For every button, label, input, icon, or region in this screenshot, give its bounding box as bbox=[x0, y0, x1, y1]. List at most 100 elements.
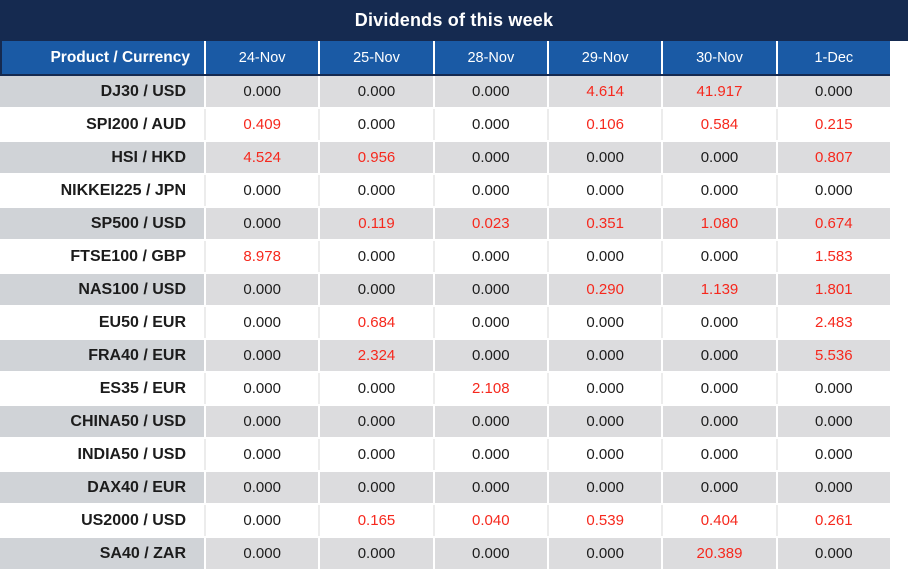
dividend-value-cell: 0.000 bbox=[320, 109, 433, 140]
table-row: DJ30 / USD 0.000 0.000 0.000 4.614 41.917 0.00… bbox=[0, 76, 890, 107]
dividend-value-cell: 0.000 bbox=[320, 175, 433, 206]
dividend-value-cell: 0.000 bbox=[777, 373, 890, 404]
dividend-value-cell: 0.000 bbox=[663, 175, 776, 206]
dividend-value-cell: 0.040 bbox=[434, 505, 547, 536]
dividend-value-cell: 0.000 bbox=[434, 274, 547, 305]
dividend-value-cell: 0.000 bbox=[549, 373, 662, 404]
product-cell: SPI200 / AUD bbox=[0, 109, 204, 140]
table-row: EU50 / EUR 0.000 0.684 0.000 0.000 0.000 2.483 bbox=[0, 307, 890, 338]
dividend-value-cell: 2.483 bbox=[777, 307, 890, 338]
dividend-value-cell: 0.000 bbox=[549, 142, 662, 173]
dividend-value-cell: 0.674 bbox=[777, 208, 890, 239]
dividend-value-cell: 0.000 bbox=[320, 373, 433, 404]
product-cell: CHINA50 / USD bbox=[0, 406, 204, 437]
dividend-value-cell: 0.000 bbox=[206, 538, 319, 569]
dividend-value-cell: 0.000 bbox=[434, 76, 547, 107]
dividend-value-cell: 0.000 bbox=[777, 76, 890, 107]
table-row: INDIA50 / USD 0.000 0.000 0.000 0.000 0.000 0.… bbox=[0, 439, 890, 470]
dividend-value-cell: 0.165 bbox=[320, 505, 433, 536]
dividend-value-cell: 0.807 bbox=[777, 142, 890, 173]
dividend-value-cell: 0.000 bbox=[549, 406, 662, 437]
dividend-value-cell: 0.000 bbox=[434, 175, 547, 206]
dividend-value-cell: 0.000 bbox=[663, 373, 776, 404]
dividend-value-cell: 0.000 bbox=[549, 538, 662, 569]
dividend-value-cell: 0.000 bbox=[206, 208, 319, 239]
dividend-value-cell: 8.978 bbox=[206, 241, 319, 272]
table-row: NIKKEI225 / JPN 0.000 0.000 0.000 0.000 0.000… bbox=[0, 175, 890, 206]
dividend-value-cell: 0.684 bbox=[320, 307, 433, 338]
dividend-value-cell: 0.000 bbox=[434, 472, 547, 503]
title-bar: Dividends of this week bbox=[0, 0, 908, 41]
dividend-value-cell: 0.000 bbox=[434, 142, 547, 173]
dividend-value-cell: 0.000 bbox=[549, 340, 662, 371]
dividend-value-cell: 2.108 bbox=[434, 373, 547, 404]
dividend-value-cell: 0.261 bbox=[777, 505, 890, 536]
product-cell: FTSE100 / GBP bbox=[0, 241, 204, 272]
date-column-header: 25-Nov bbox=[320, 41, 433, 74]
dividend-value-cell: 0.000 bbox=[434, 241, 547, 272]
dividend-value-cell: 0.000 bbox=[663, 472, 776, 503]
dividend-value-cell: 0.000 bbox=[434, 340, 547, 371]
dividend-value-cell: 0.000 bbox=[206, 307, 319, 338]
product-cell: DAX40 / EUR bbox=[0, 472, 204, 503]
dividend-value-cell: 0.000 bbox=[320, 439, 433, 470]
dividend-value-cell: 0.000 bbox=[206, 274, 319, 305]
dividend-value-cell: 0.000 bbox=[206, 505, 319, 536]
product-cell: SA40 / ZAR bbox=[0, 538, 204, 569]
dividend-value-cell: 0.000 bbox=[206, 340, 319, 371]
table-row: SPI200 / AUD 0.409 0.000 0.000 0.106 0.584 0.2… bbox=[0, 109, 890, 140]
product-cell: ES35 / EUR bbox=[0, 373, 204, 404]
dividend-value-cell: 0.000 bbox=[549, 439, 662, 470]
dividend-value-cell: 0.000 bbox=[206, 175, 319, 206]
dividend-value-cell: 0.000 bbox=[206, 439, 319, 470]
product-cell: DJ30 / USD bbox=[0, 76, 204, 107]
dividend-value-cell: 4.524 bbox=[206, 142, 319, 173]
dividend-value-cell: 0.000 bbox=[663, 406, 776, 437]
table-row: FTSE100 / GBP 8.978 0.000 0.000 0.000 0.000 1.… bbox=[0, 241, 890, 272]
product-cell: US2000 / USD bbox=[0, 505, 204, 536]
dividend-value-cell: 0.000 bbox=[663, 439, 776, 470]
product-cell: INDIA50 / USD bbox=[0, 439, 204, 470]
dividend-value-cell: 0.351 bbox=[549, 208, 662, 239]
dividends-table: Product / Currency 24-Nov 25-Nov 28-Nov 29-… bbox=[0, 41, 890, 569]
dividend-value-cell: 0.000 bbox=[663, 142, 776, 173]
product-cell: EU50 / EUR bbox=[0, 307, 204, 338]
table-row: FRA40 / EUR 0.000 2.324 0.000 0.000 0.000 5.53… bbox=[0, 340, 890, 371]
dividend-value-cell: 0.000 bbox=[663, 241, 776, 272]
table-row: HSI / HKD 4.524 0.956 0.000 0.000 0.000 0.807 bbox=[0, 142, 890, 173]
dividend-value-cell: 0.000 bbox=[549, 241, 662, 272]
dividend-value-cell: 20.389 bbox=[663, 538, 776, 569]
dividend-value-cell: 0.106 bbox=[549, 109, 662, 140]
dividend-value-cell: 0.409 bbox=[206, 109, 319, 140]
date-column-header: 29-Nov bbox=[549, 41, 662, 74]
dividend-value-cell: 4.614 bbox=[549, 76, 662, 107]
dividend-value-cell: 0.956 bbox=[320, 142, 433, 173]
dividend-value-cell: 0.539 bbox=[549, 505, 662, 536]
dividend-value-cell: 0.000 bbox=[549, 307, 662, 338]
dividend-value-cell: 0.000 bbox=[320, 406, 433, 437]
dividend-value-cell: 0.000 bbox=[320, 76, 433, 107]
dividend-value-cell: 0.119 bbox=[320, 208, 433, 239]
dividend-value-cell: 0.000 bbox=[320, 241, 433, 272]
dividend-value-cell: 0.000 bbox=[320, 538, 433, 569]
dividend-value-cell: 0.404 bbox=[663, 505, 776, 536]
dividend-value-cell: 0.000 bbox=[434, 538, 547, 569]
dividend-value-cell: 0.000 bbox=[663, 340, 776, 371]
dividend-value-cell: 1.801 bbox=[777, 274, 890, 305]
dividend-value-cell: 0.000 bbox=[206, 373, 319, 404]
dividend-value-cell: 0.000 bbox=[549, 472, 662, 503]
dividend-value-cell: 1.583 bbox=[777, 241, 890, 272]
dividend-value-cell: 0.215 bbox=[777, 109, 890, 140]
page-title: Dividends of this week bbox=[354, 10, 554, 30]
dividend-value-cell: 0.000 bbox=[434, 439, 547, 470]
table-row: NAS100 / USD 0.000 0.000 0.000 0.290 1.139 1.8… bbox=[0, 274, 890, 305]
dividend-value-cell: 0.000 bbox=[663, 307, 776, 338]
dividend-value-cell: 0.000 bbox=[434, 307, 547, 338]
dividend-value-cell: 0.000 bbox=[434, 406, 547, 437]
date-column-header: 1-Dec bbox=[777, 41, 890, 74]
table-row: ES35 / EUR 0.000 0.000 2.108 0.000 0.000 0.000 bbox=[0, 373, 890, 404]
dividend-value-cell: 0.000 bbox=[206, 406, 319, 437]
dividend-value-cell: 0.584 bbox=[663, 109, 776, 140]
table-row: DAX40 / EUR 0.000 0.000 0.000 0.000 0.000 0.00… bbox=[0, 472, 890, 503]
table-row: SP500 / USD 0.000 0.119 0.023 0.351 1.080 0.67… bbox=[0, 208, 890, 239]
